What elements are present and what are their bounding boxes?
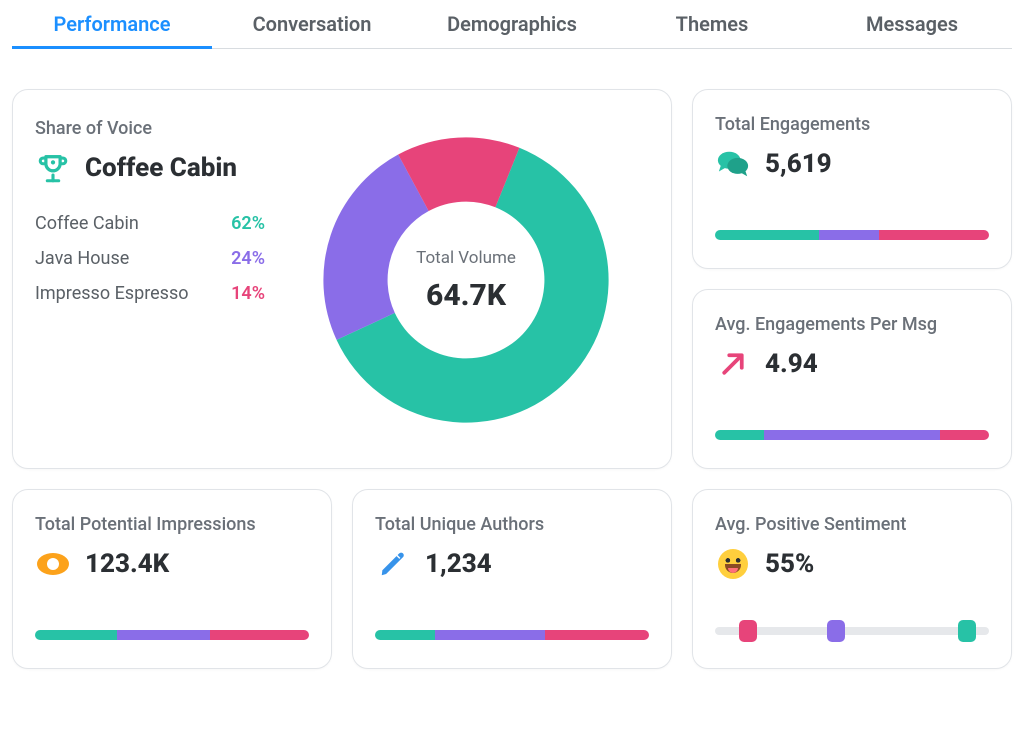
sentiment-slider[interactable] (715, 627, 989, 635)
sov-title: Share of Voice (35, 118, 265, 139)
pencil-icon (375, 549, 411, 579)
authors-value: 1,234 (425, 549, 492, 579)
dashboard-grid: Share of Voice Coffee Cabin Coffee Cabin (12, 89, 1012, 669)
arrow-up-right-icon (715, 349, 751, 379)
card-title: Total Engagements (715, 114, 989, 135)
tab-themes[interactable]: Themes (612, 4, 812, 48)
sentiment-value: 55% (765, 549, 814, 579)
card-share-of-voice: Share of Voice Coffee Cabin Coffee Cabin (12, 89, 672, 469)
card-sentiment: Avg. Positive Sentiment 55% (692, 489, 1012, 669)
sov-row-pct: 14% (231, 283, 265, 304)
card-total-engagements: Total Engagements 5,619 (692, 89, 1012, 269)
tab-performance[interactable]: Performance (12, 4, 212, 48)
sov-row-2: Impresso Espresso 14% (35, 283, 265, 304)
card-title: Avg. Engagements Per Msg (715, 314, 989, 335)
tab-bar: Performance Conversation Demographics Th… (12, 4, 1012, 49)
trophy-icon (35, 153, 71, 183)
engagements-value: 5,619 (765, 149, 832, 179)
sov-row-label: Coffee Cabin (35, 213, 139, 234)
engagements-bar (715, 230, 989, 240)
card-avg-engagements: Avg. Engagements Per Msg 4.94 (692, 289, 1012, 469)
comments-icon (715, 149, 751, 179)
card-title: Avg. Positive Sentiment (715, 514, 989, 535)
avg-engagements-value: 4.94 (765, 349, 818, 379)
donut-center: Total Volume 64.7K (416, 248, 516, 313)
tab-conversation[interactable]: Conversation (212, 4, 412, 48)
sov-row-1: Java House 24% (35, 248, 265, 269)
card-impressions: Total Potential Impressions 123.4K (12, 489, 332, 669)
eye-icon (35, 549, 71, 579)
sov-donut: Total Volume 64.7K (283, 114, 649, 446)
avg-engagements-bar (715, 430, 989, 440)
impressions-bar (35, 630, 309, 640)
sov-legend: Share of Voice Coffee Cabin Coffee Cabin (35, 114, 265, 446)
tab-messages[interactable]: Messages (812, 4, 1012, 48)
sov-row-0: Coffee Cabin 62% (35, 213, 265, 234)
sov-row-label: Impresso Espresso (35, 283, 189, 304)
donut-center-label: Total Volume (416, 248, 516, 268)
sov-row-label: Java House (35, 248, 129, 269)
sov-row-pct: 62% (231, 213, 265, 234)
card-authors: Total Unique Authors 1,234 (352, 489, 672, 669)
card-title: Total Unique Authors (375, 514, 649, 535)
tab-demographics[interactable]: Demographics (412, 4, 612, 48)
card-title: Total Potential Impressions (35, 514, 309, 535)
smile-emoji-icon (715, 549, 751, 579)
authors-bar (375, 630, 649, 640)
sov-row-pct: 24% (231, 248, 265, 269)
sov-winner-name: Coffee Cabin (85, 153, 237, 183)
donut-center-value: 64.7K (416, 278, 516, 313)
impressions-value: 123.4K (85, 549, 169, 579)
